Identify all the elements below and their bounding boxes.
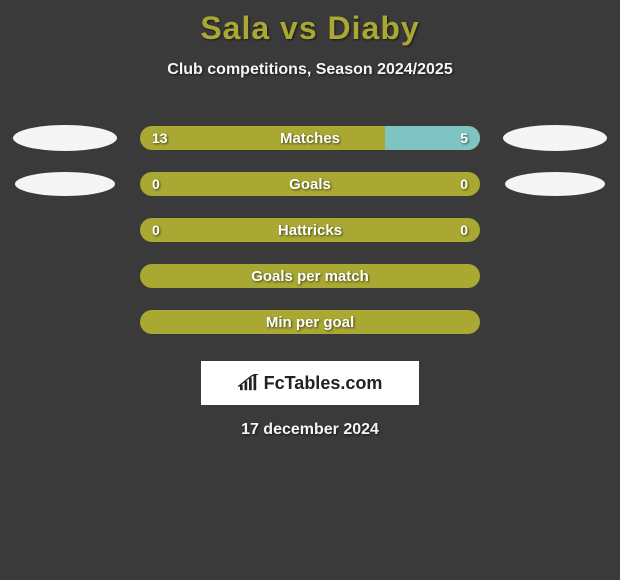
stat-label: Hattricks [140, 218, 480, 242]
stat-left-value: 0 [152, 172, 160, 196]
player-marker-right [505, 172, 605, 196]
stat-label: Min per goal [140, 310, 480, 334]
left-side [10, 125, 120, 151]
player-marker-right [503, 125, 607, 151]
brand-text: FcTables.com [264, 373, 383, 394]
stat-right-value: 0 [460, 218, 468, 242]
stat-bar: 0 0Hattricks [140, 218, 480, 242]
stat-left-value: 13 [152, 126, 168, 150]
right-side [500, 172, 610, 196]
stat-row: 0 0Goals [0, 161, 620, 207]
bar-right-fill [385, 126, 480, 150]
page-title: Sala vs Diaby [0, 0, 620, 47]
stat-row: 0 0Hattricks [0, 207, 620, 253]
stat-bar: Min per goal [140, 310, 480, 334]
comparison-rows: 135Matches00Goals00HattricksGoals per ma… [0, 115, 620, 345]
player-marker-left [13, 125, 117, 151]
brand-chart-icon [238, 374, 260, 392]
stat-bar: 0 0Goals [140, 172, 480, 196]
left-side [10, 172, 120, 196]
date-label: 17 december 2024 [0, 421, 620, 439]
stat-row: 135Matches [0, 115, 620, 161]
right-side [500, 125, 610, 151]
stat-left-value: 0 [152, 218, 160, 242]
stat-label: Goals per match [140, 264, 480, 288]
stat-bar: 135Matches [140, 126, 480, 150]
stat-row: Goals per match [0, 253, 620, 299]
stat-label: Goals [140, 172, 480, 196]
player-marker-left [15, 172, 115, 196]
subtitle: Club competitions, Season 2024/2025 [0, 61, 620, 79]
stat-right-value: 0 [460, 172, 468, 196]
stat-bar: Goals per match [140, 264, 480, 288]
stat-row: Min per goal [0, 299, 620, 345]
brand-box: FcTables.com [201, 361, 419, 405]
